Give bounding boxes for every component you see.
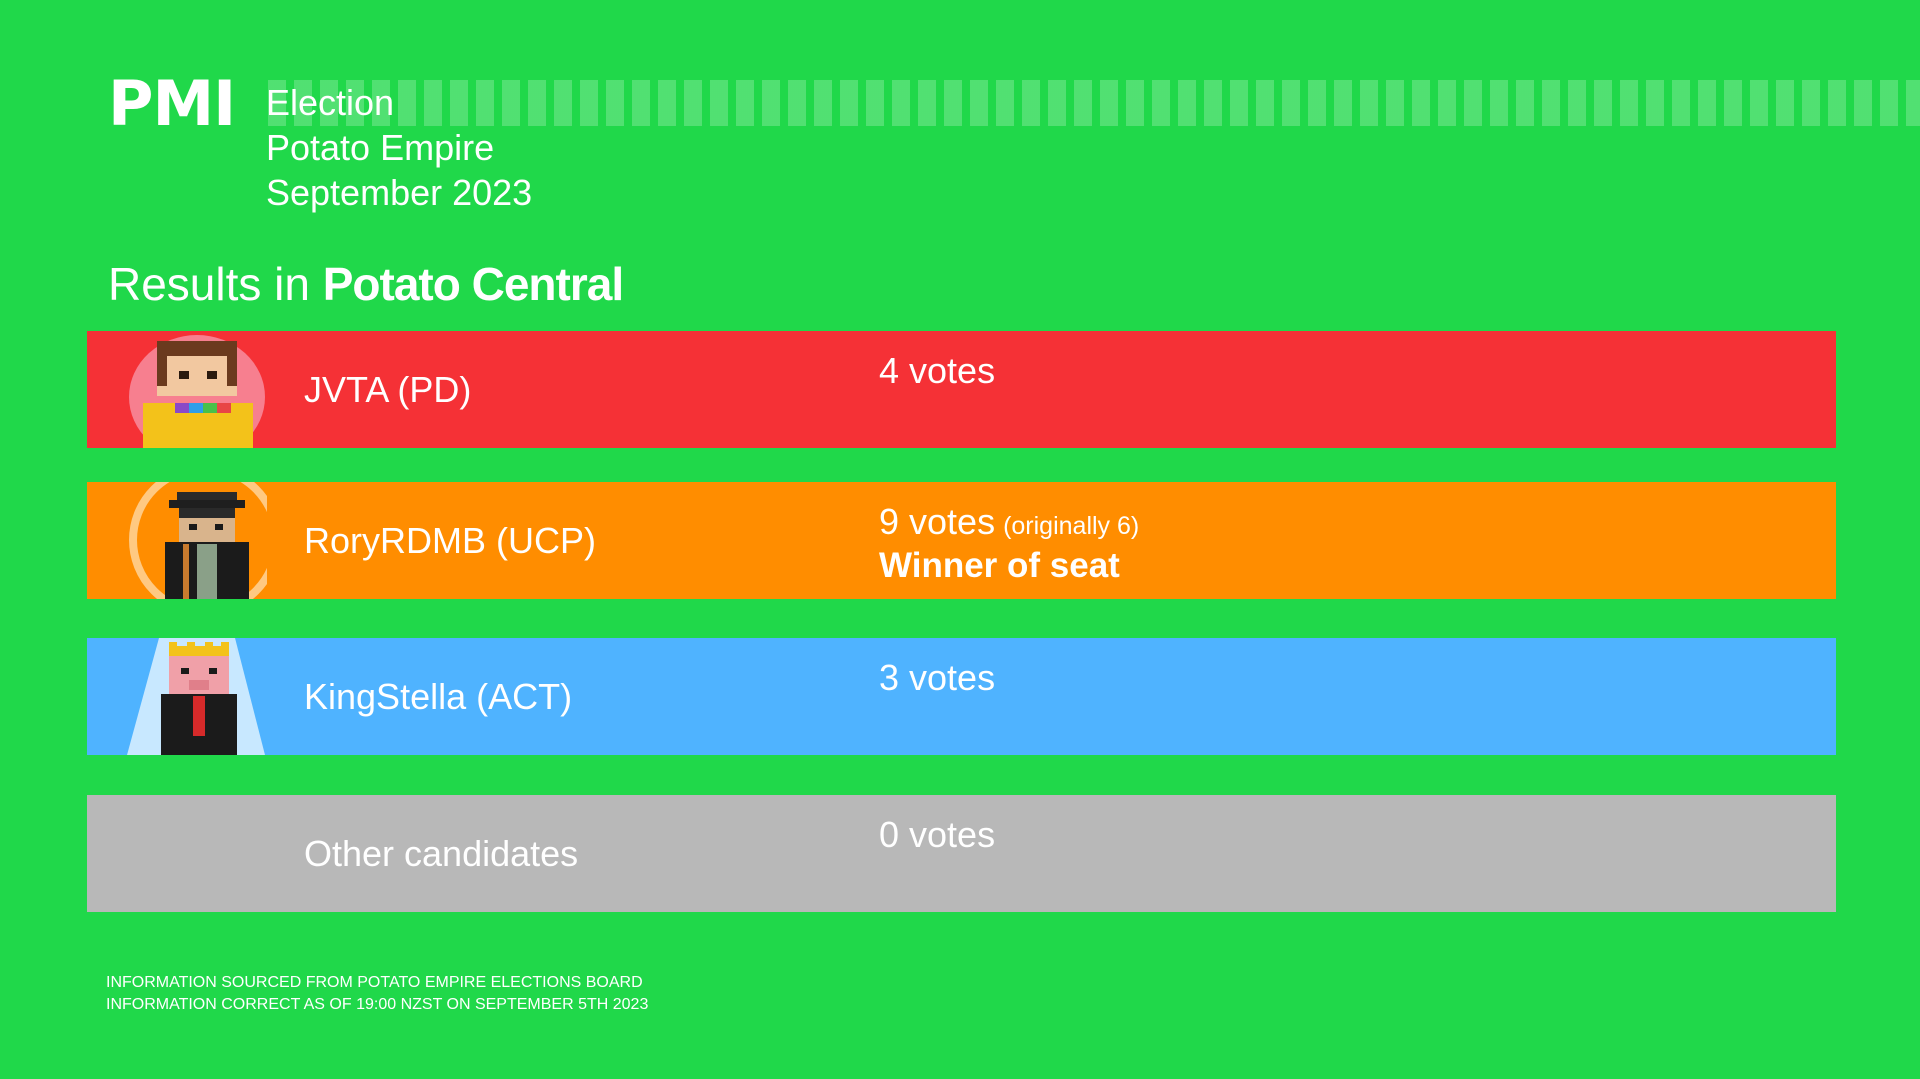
results-district: Potato Central [322, 258, 624, 310]
header-date: September 2023 [266, 172, 533, 213]
votes-original-note: (originally 6) [1003, 512, 1140, 540]
candidate-name: KingStella (ACT) [304, 675, 573, 717]
header-election: Election [266, 82, 395, 123]
footer-timestamp: INFORMATION CORRECT AS OF 19:00 NZST ON … [106, 996, 649, 1013]
candidate-row-kingstella: KingStella (ACT) 3 votes [87, 638, 1836, 755]
jvta-avatar-icon [127, 331, 267, 448]
results-title: Results in Potato Central [108, 256, 624, 312]
candidate-name: RoryRDMB (UCP) [304, 519, 596, 561]
kingstella-avatar-icon [127, 638, 267, 755]
source-footer: INFORMATION SOURCED FROM POTATO EMPIRE E… [106, 972, 648, 1016]
candidate-row-other: Other candidates 0 votes [87, 795, 1836, 912]
winner-label: Winner of seat [879, 546, 1120, 585]
candidate-votes: 4 votes [879, 350, 996, 391]
candidate-row-jvta: JVTA (PD) 4 votes [87, 331, 1836, 448]
header-empire: Potato Empire [266, 127, 495, 168]
results-prefix: Results in [108, 258, 310, 310]
candidate-votes: 0 votes [879, 814, 996, 855]
header-stripe-decoration [268, 80, 1920, 126]
candidate-name: Other candidates [304, 832, 579, 874]
candidate-votes: 3 votes [879, 657, 996, 698]
candidate-row-roryrdmb: RoryRDMB (UCP) 9 votes (originally 6) Win… [87, 482, 1836, 599]
roryrdmb-avatar-icon [127, 482, 267, 599]
footer-source: INFORMATION SOURCED FROM POTATO EMPIRE E… [106, 974, 643, 991]
election-header: Election Potato Empire September 2023 [266, 80, 532, 215]
candidate-votes: 9 votes (originally 6) [879, 501, 1140, 542]
candidate-name: JVTA (PD) [304, 368, 472, 410]
pmi-logo: PMI [108, 67, 236, 140]
